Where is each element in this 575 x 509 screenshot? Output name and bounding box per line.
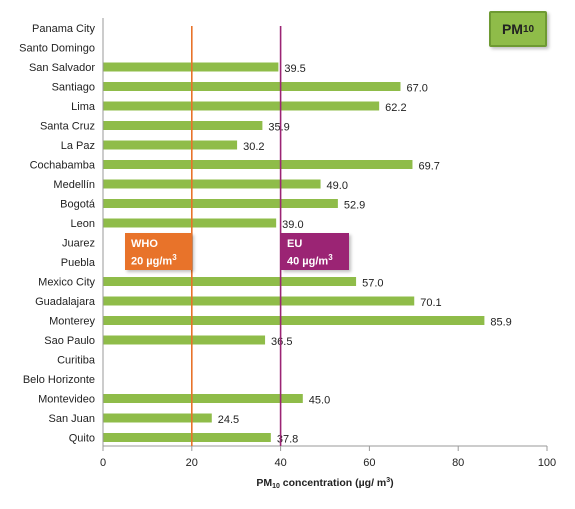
bar <box>103 316 485 325</box>
bar <box>103 335 266 345</box>
category-label: Cochabamba <box>30 160 96 172</box>
who-label-title: WHO <box>131 238 158 250</box>
value-label: 67.0 <box>406 83 427 95</box>
category-label: Juarez <box>62 238 95 250</box>
x-tick-label: 100 <box>538 457 556 469</box>
badge-main: PM <box>501 21 523 37</box>
bar <box>103 140 238 150</box>
category-label: Bogotá <box>60 199 96 211</box>
bar <box>103 296 415 306</box>
category-label: Leon <box>71 218 95 230</box>
bar <box>103 199 338 208</box>
x-tick-label: 40 <box>274 457 286 469</box>
category-label: Curitiba <box>57 355 96 367</box>
value-label: 36.5 <box>271 336 292 348</box>
bar <box>103 62 279 72</box>
bar <box>103 179 321 189</box>
bar <box>103 277 357 286</box>
bar <box>103 101 380 111</box>
bar <box>103 413 212 423</box>
x-tick-label: 20 <box>186 457 198 469</box>
category-label: Quito <box>69 433 95 445</box>
category-label: Belo Horizonte <box>23 374 95 386</box>
value-label: 45.0 <box>309 395 330 407</box>
category-label: Lima <box>71 101 96 113</box>
eu-label-title: EU <box>287 238 303 250</box>
category-label: Mexico City <box>38 277 95 289</box>
category-label: Panama City <box>32 23 95 35</box>
value-label: 69.7 <box>418 161 439 173</box>
x-tick-label: 80 <box>452 457 464 469</box>
category-labels: Panama City Santo Domingo San Salvador Sant… <box>19 23 96 445</box>
category-label: La Paz <box>61 140 95 152</box>
x-tick-label: 0 <box>100 457 106 469</box>
x-axis-title: PM10 concentration (µg/ m3) <box>256 477 393 490</box>
value-label: 57.0 <box>362 278 383 290</box>
who-label-value: 20 µg/m3 <box>131 253 177 268</box>
x-axis: 0 20 40 60 80 100 <box>100 18 556 469</box>
value-label: 24.5 <box>218 414 239 426</box>
pm10-badge: PM 10 <box>489 11 547 47</box>
category-label: Sao Paulo <box>44 335 95 347</box>
category-label: Medellín <box>53 179 95 191</box>
bars-layer <box>103 62 485 442</box>
value-label: 62.2 <box>385 102 406 114</box>
value-label: 37.8 <box>277 434 298 446</box>
value-labels: 39.5 67.062.2 35.9 30.2 69.7 49.0 52.9 39.0 57.0… <box>218 63 512 446</box>
category-label: Guadalajara <box>35 296 96 308</box>
value-label: 85.9 <box>490 317 511 329</box>
bar <box>103 160 413 169</box>
eu-reference-label: EU 40 µg/m3 <box>281 233 349 270</box>
category-label: San Salvador <box>29 62 95 74</box>
bar <box>103 394 303 403</box>
eu-label-value: 40 µg/m3 <box>287 253 333 268</box>
category-label: Montevideo <box>38 394 95 406</box>
who-reference-label: WHO 20 µg/m3 <box>125 233 192 270</box>
value-label: 39.0 <box>282 219 303 231</box>
bar <box>103 82 401 91</box>
value-label: 39.5 <box>284 63 305 75</box>
bar <box>103 433 271 442</box>
category-label: Monterey <box>49 316 95 328</box>
value-label: 70.1 <box>420 297 441 309</box>
value-label: 35.9 <box>268 122 289 134</box>
badge-sub: 10 <box>522 23 535 35</box>
category-label: San Juan <box>49 413 95 425</box>
category-label: Santiago <box>52 82 95 94</box>
category-label: Santa Cruz <box>40 121 95 133</box>
x-tick-label: 60 <box>363 457 375 469</box>
value-label: 52.9 <box>344 200 365 212</box>
category-label: Puebla <box>61 257 96 269</box>
value-label: 49.0 <box>327 180 348 192</box>
value-label: 30.2 <box>243 141 264 153</box>
category-label: Santo Domingo <box>19 43 95 55</box>
bar <box>103 121 263 130</box>
bar <box>103 218 277 228</box>
